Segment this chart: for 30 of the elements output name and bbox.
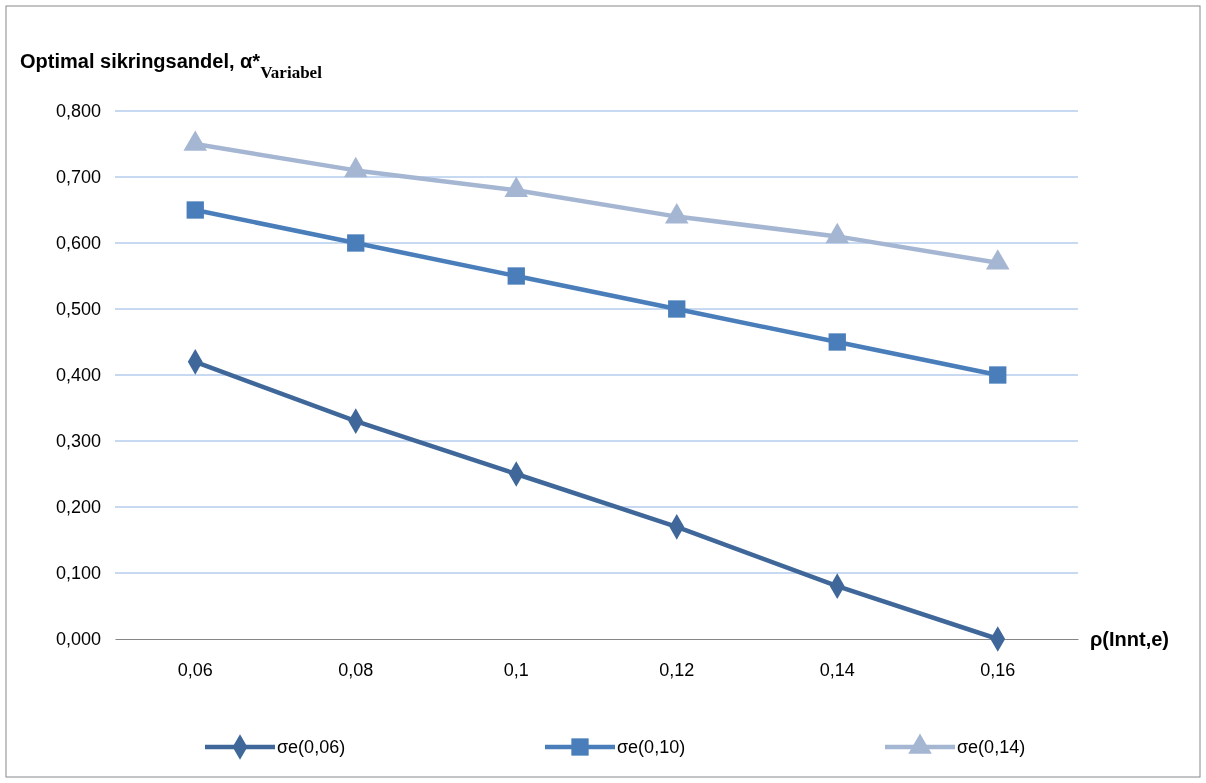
point	[989, 366, 1007, 384]
y-tick-label: 0,400	[55, 365, 101, 386]
point	[343, 156, 368, 178]
legend-label: σe(0,14)	[957, 737, 1026, 757]
x-tick-label: 0,1	[503, 659, 529, 680]
x-axis-title: ρ(Innt,e)	[1090, 628, 1170, 650]
x-tick-label: 0,14	[819, 659, 855, 680]
y-tick-label: 0,700	[55, 167, 101, 188]
x-tick-label: 0,12	[659, 659, 695, 680]
x-tick-label: 0,06	[177, 659, 213, 680]
y-tick-label: 0,100	[55, 563, 101, 584]
point	[664, 203, 689, 224]
y-tick-label: 0,300	[55, 431, 101, 452]
point	[828, 333, 846, 351]
legend-label: σe(0,10)	[617, 737, 686, 757]
x-tick-label: 0,08	[338, 659, 374, 680]
point	[985, 249, 1010, 270]
y-tick-label: 0,600	[55, 233, 101, 254]
point	[507, 267, 525, 285]
y-tick-label: 0,800	[55, 101, 101, 122]
chart-title: Optimal sikringsandel, α*$_{Variabel}$	[20, 50, 323, 82]
point	[668, 300, 686, 318]
point	[504, 176, 529, 197]
y-tick-label: 0,500	[55, 299, 101, 320]
legend-label: σe(0,06)	[277, 737, 346, 757]
point	[825, 222, 850, 244]
x-tick-label: 0,16	[980, 659, 1016, 680]
point	[183, 130, 208, 151]
y-tick-label: 0,000	[55, 629, 101, 650]
y-tick-label: 0,200	[55, 497, 101, 518]
